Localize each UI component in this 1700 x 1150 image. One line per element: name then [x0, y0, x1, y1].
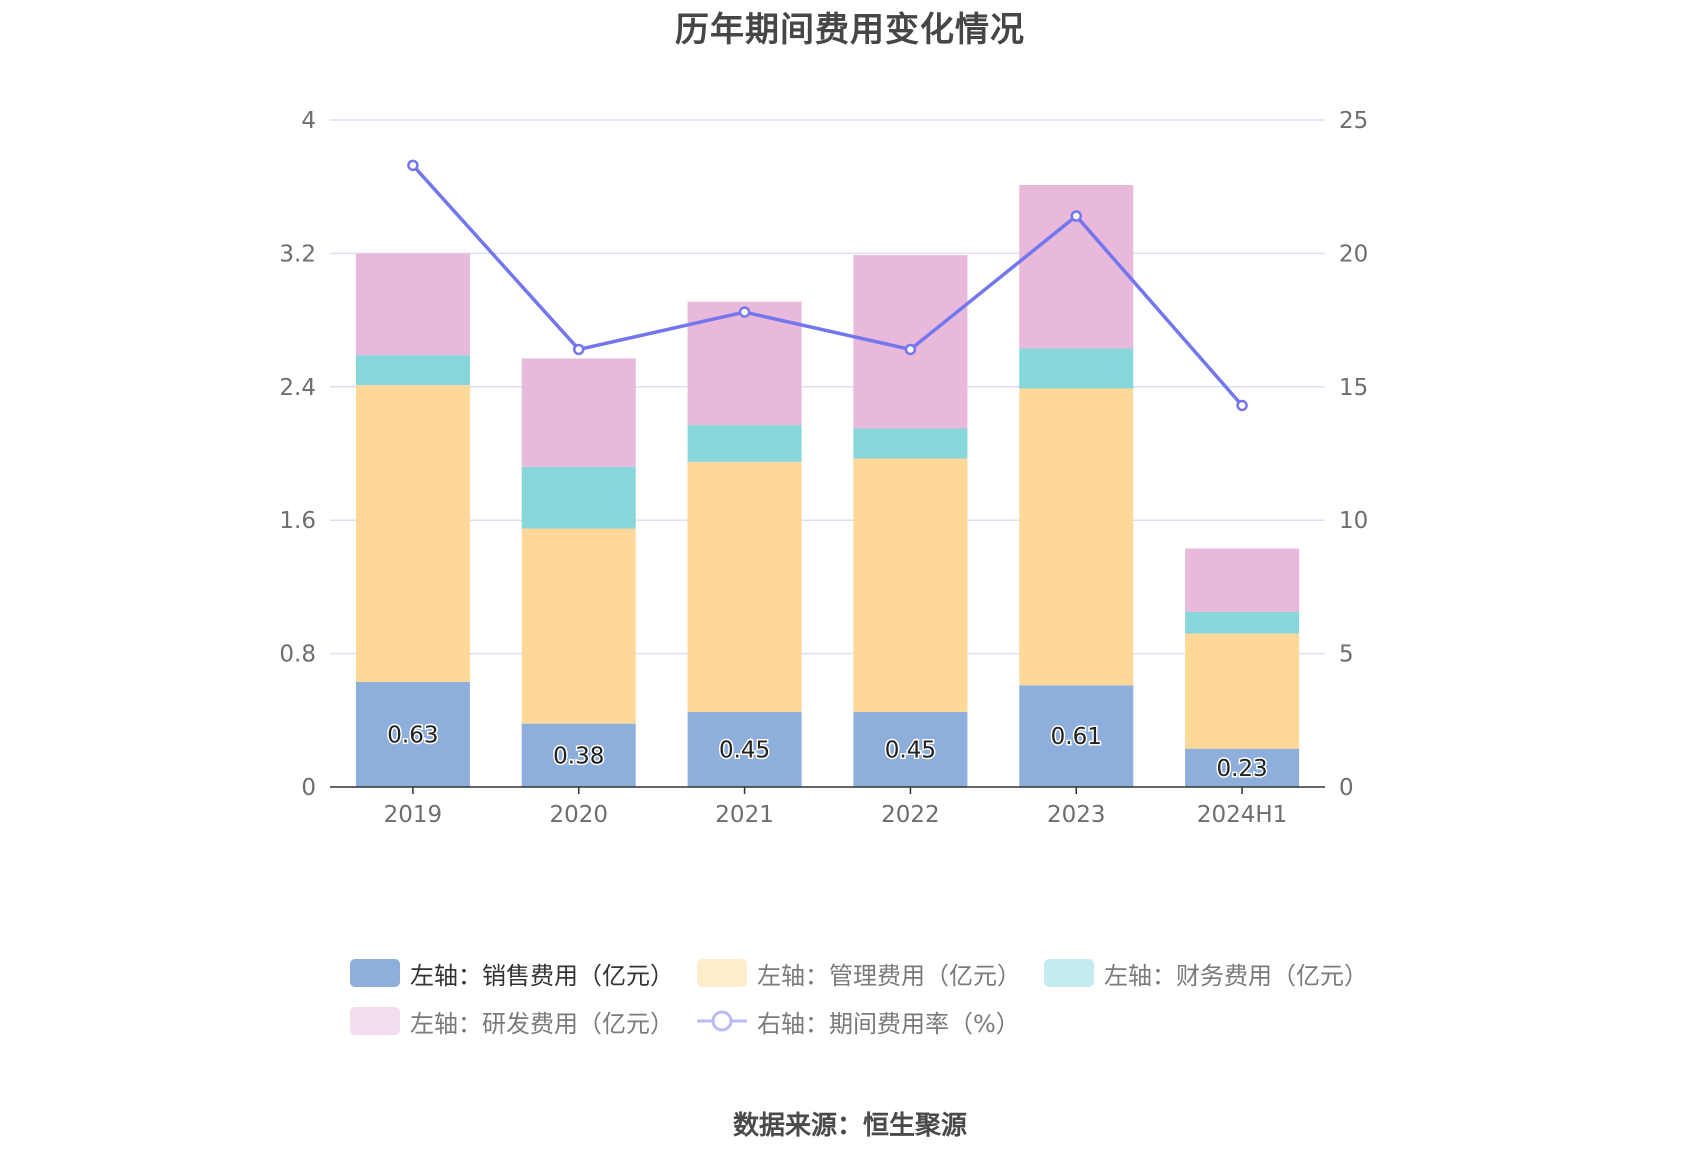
y-right-tick-label: 10	[1339, 508, 1368, 534]
data-label-sales: 0.45	[719, 737, 770, 763]
y-right-tick-label: 25	[1339, 108, 1368, 134]
y-left-tick-label: 3.2	[279, 241, 316, 267]
y-right-tick-label: 20	[1339, 241, 1368, 267]
bar-rd	[521, 358, 636, 467]
x-tick-label: 2023	[1047, 802, 1106, 828]
legend-label-rd: 左轴：研发费用（亿元）	[410, 1009, 674, 1038]
legend-item-finance[interactable]: 左轴：财务费用（亿元）	[1044, 955, 1368, 991]
x-tick-label: 2022	[881, 802, 940, 828]
bar-series	[355, 185, 1300, 787]
x-tick-label: 2024H1	[1197, 802, 1287, 828]
legend-item-rd[interactable]: 左轴：研发费用（亿元）	[350, 1003, 674, 1039]
bar-sales	[521, 723, 636, 787]
data-source-note: 数据来源：恒生聚源	[732, 1111, 967, 1141]
axes: 0 0 0.8 5 1.6 10 2.4 15 3.2 20 4 25 2019 2020 2021 2022…	[279, 108, 1368, 828]
bar-rd	[355, 253, 470, 356]
x-tick-label: 2019	[384, 802, 443, 828]
y-right-tick-label: 5	[1339, 642, 1354, 668]
data-label-sales: 0.45	[885, 737, 936, 763]
legend-item-sales[interactable]: 左轴：销售费用（亿元）	[350, 955, 674, 991]
bar-finance	[521, 466, 636, 529]
rate-line-series	[407, 159, 1248, 412]
bar-finance	[355, 355, 470, 386]
rate-point	[904, 343, 917, 356]
legend-label-sales: 左轴：销售费用（亿元）	[410, 961, 674, 990]
bar-admin	[687, 461, 802, 712]
x-tick-label: 2020	[549, 802, 608, 828]
legend-swatch-admin	[697, 959, 747, 987]
y-right-tick-label: 15	[1339, 375, 1368, 401]
legend-item-admin[interactable]: 左轴：管理费用（亿元）	[697, 955, 1021, 991]
legend-label-rate: 右轴：期间费用率（%）	[757, 1009, 1020, 1038]
y-left-tick-label: 2.4	[279, 375, 316, 401]
y-left-tick-label: 0.8	[279, 642, 316, 668]
legend-swatch-finance	[1044, 959, 1094, 987]
legend-item-rate[interactable]: 右轴：期间费用率（%）	[697, 1003, 1020, 1039]
legend-label-finance: 左轴：财务费用（亿元）	[1104, 961, 1368, 990]
rate-point	[738, 306, 751, 318]
rate-point	[407, 159, 419, 172]
y-right-tick-label: 0	[1339, 775, 1354, 801]
y-left-tick-label: 4	[301, 108, 316, 134]
data-label-sales: 0.63	[387, 722, 438, 748]
bar-finance	[1185, 611, 1300, 634]
grid-lines	[330, 119, 1325, 655]
bar-rd	[1019, 185, 1134, 349]
x-tick-label: 2021	[715, 802, 774, 828]
y-left-tick-label: 0	[301, 775, 316, 801]
chart-title: 历年期间费用变化情况	[675, 10, 1025, 50]
rate-line	[411, 164, 1244, 407]
data-labels: 0.63 0.38 0.45 0.45 0.61 0.23	[386, 721, 1269, 783]
bar-admin	[355, 385, 470, 682]
bar-admin	[1019, 388, 1134, 686]
legend-swatch-sales	[350, 959, 400, 987]
bar-rd	[1185, 548, 1300, 612]
rate-point	[1236, 399, 1248, 412]
rate-point	[573, 343, 585, 356]
bar-sales	[355, 681, 470, 787]
legend-swatch-rd	[350, 1007, 400, 1035]
data-label-sales: 0.23	[1216, 756, 1267, 782]
legend-label-admin: 左轴：管理费用（亿元）	[757, 961, 1021, 990]
bar-finance	[687, 425, 802, 462]
data-label-sales: 0.38	[553, 743, 604, 769]
y-left-tick-label: 1.6	[279, 508, 316, 534]
bar-sales	[853, 711, 968, 787]
data-label-sales: 0.61	[1051, 724, 1102, 750]
rate-point	[1070, 210, 1082, 222]
bar-sales	[1185, 748, 1300, 787]
bar-sales	[1019, 685, 1134, 787]
bar-admin	[521, 528, 636, 724]
bar-admin	[1185, 633, 1300, 749]
bar-finance	[1019, 348, 1134, 389]
bar-finance	[853, 428, 968, 459]
bar-sales	[687, 711, 802, 787]
bar-admin	[853, 458, 968, 712]
legend-swatch-rate	[697, 1007, 747, 1035]
